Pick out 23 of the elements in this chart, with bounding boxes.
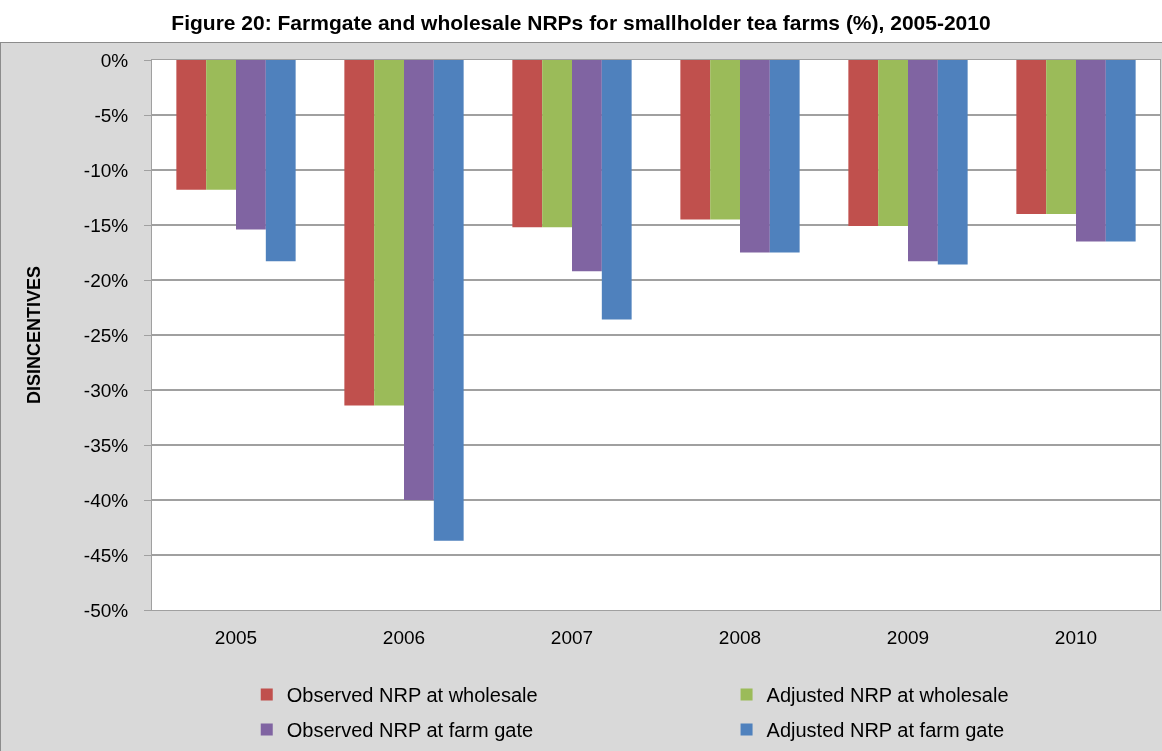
y-axis-title: DISINCENTIVES bbox=[24, 265, 45, 405]
x-tick-label: 2005 bbox=[214, 626, 258, 648]
chart-title: Figure 20: Farmgate and wholesale NRPs for smallholder tea farms (%), 2005-2010 bbox=[170, 11, 992, 35]
y-tick-label: -40% bbox=[83, 489, 129, 511]
y-tick-label: -20% bbox=[83, 269, 129, 291]
x-tick-label: 2008 bbox=[718, 626, 762, 648]
x-tick-label: 2010 bbox=[1054, 626, 1098, 648]
y-tick-label: -50% bbox=[83, 599, 129, 621]
y-tick-label: -35% bbox=[83, 434, 129, 456]
legend-label: Observed NRP at wholesale bbox=[286, 684, 538, 707]
y-tick-label: -5% bbox=[94, 104, 129, 126]
x-tick-label: 2009 bbox=[886, 626, 930, 648]
y-tick-label: -10% bbox=[83, 159, 129, 181]
y-tick-label: -45% bbox=[83, 544, 129, 566]
y-tick-label: 0% bbox=[100, 49, 129, 71]
x-tick-label: 2006 bbox=[382, 626, 426, 648]
legend-label: Adjusted NRP at wholesale bbox=[766, 684, 1009, 707]
y-tick-label: -15% bbox=[83, 214, 129, 236]
y-tick-label: -30% bbox=[83, 379, 129, 401]
legend-label: Adjusted NRP at farm gate bbox=[766, 719, 1005, 742]
legend-label: Observed NRP at farm gate bbox=[286, 719, 534, 742]
y-tick-label: -25% bbox=[83, 324, 129, 346]
x-tick-label: 2007 bbox=[550, 626, 594, 648]
